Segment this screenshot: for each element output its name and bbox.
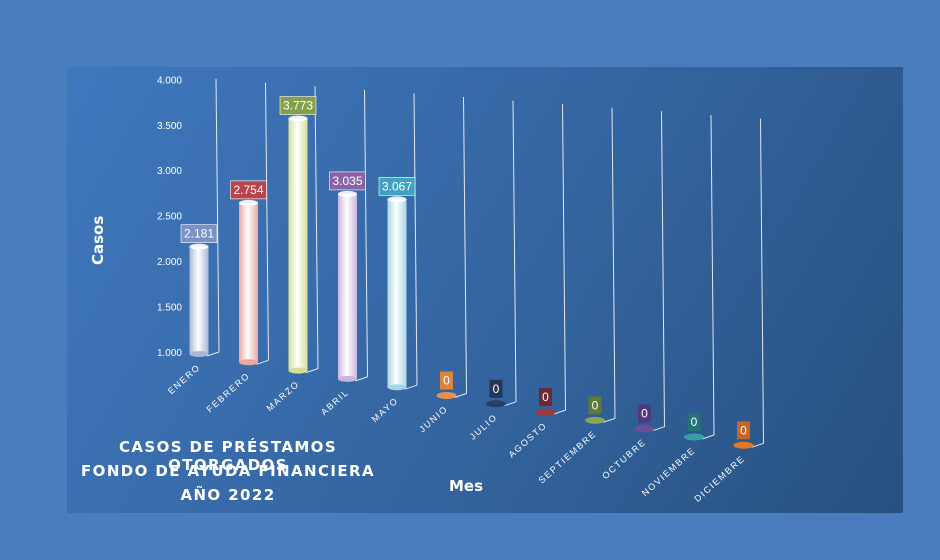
data-label: 0 <box>443 374 450 388</box>
bar-base <box>288 367 308 374</box>
data-label: 0 <box>691 415 698 429</box>
grid-line <box>611 107 616 419</box>
x-tick-label: MARZO <box>265 379 302 414</box>
grid-line <box>710 114 715 436</box>
grid-line <box>413 93 418 386</box>
y-tick-label: 3.000 <box>157 166 182 177</box>
bar-top <box>387 196 407 203</box>
data-label: 2.181 <box>184 227 214 241</box>
y-tick-label: 3.500 <box>157 121 182 132</box>
data-label-box <box>180 224 218 243</box>
data-label-box <box>230 180 267 200</box>
y-axis-label: Casos <box>89 215 107 265</box>
grid-floor-line <box>256 359 269 365</box>
data-label-box <box>489 379 503 398</box>
bar <box>733 441 754 449</box>
data-label: 3.067 <box>382 179 412 193</box>
grid-floor-line <box>751 442 764 448</box>
y-tick-label: 2.500 <box>157 212 182 223</box>
bar <box>684 433 704 441</box>
bar <box>486 400 506 408</box>
grid-floor-line <box>602 417 616 423</box>
chart-title-line-3: AÑO 2022 <box>180 486 276 504</box>
grid-line <box>562 104 566 411</box>
y-tick-label: 2.000 <box>157 257 182 268</box>
chart-frame: 1.000 1.500 2.000 2.500 3.000 3.500 4.000 2.181… <box>67 67 903 513</box>
grid-floor-line <box>305 368 319 374</box>
grid-floor-line <box>404 384 418 390</box>
x-tick-label: FEBRERO <box>204 370 251 414</box>
bar-base <box>239 359 258 366</box>
grid-floor-line <box>701 434 715 440</box>
data-label: 0 <box>740 423 747 437</box>
grid-line <box>314 86 319 369</box>
x-tick-label: MAYO <box>370 395 401 424</box>
y-tick-label: 4.000 <box>157 75 182 86</box>
data-label-box <box>588 396 602 415</box>
chart-title-line-1: CASOS DE PRÉSTAMOS OTORGADOS <box>118 438 338 474</box>
data-label-box <box>737 421 750 440</box>
data-label-box <box>279 96 317 115</box>
bar <box>634 425 655 433</box>
grid-floor-line <box>652 426 665 432</box>
grid-line <box>661 111 665 427</box>
data-label-box <box>687 413 701 431</box>
data-label: 3.773 <box>283 99 313 113</box>
grid-floor-line <box>355 376 368 382</box>
data-label: 0 <box>641 407 648 421</box>
grid-line <box>463 96 467 394</box>
bar <box>535 408 556 416</box>
x-tick-label: DICIEMBRE <box>692 453 747 504</box>
grid-line <box>364 89 368 377</box>
x-tick-label: ENERO <box>166 362 202 396</box>
grid-line <box>265 82 269 361</box>
bar <box>338 193 357 379</box>
bar <box>387 199 407 388</box>
bar <box>585 416 605 424</box>
grid-floor-line <box>553 409 566 415</box>
x-tick-label: JUNIO <box>417 404 450 435</box>
grid-line <box>215 78 220 353</box>
x-tick-label: AGOSTO <box>507 420 549 460</box>
data-label: 0 <box>592 398 599 412</box>
x-tick-label: SEPTIEMBRE <box>537 428 599 485</box>
y-tick-label: 1.000 <box>157 348 182 359</box>
x-tick-label: NOVIEMBRE <box>640 445 698 498</box>
data-label: 0 <box>493 382 500 396</box>
grid-line <box>760 118 764 444</box>
x-tick-label: OCTUBRE <box>600 437 648 481</box>
bar <box>288 118 308 371</box>
data-label-box <box>638 404 651 423</box>
bar-top <box>239 199 258 206</box>
bar <box>189 246 209 354</box>
x-tick-label: JULIO <box>468 412 500 442</box>
data-label: 2.754 <box>233 183 263 197</box>
bar-base <box>338 375 357 382</box>
grid-line <box>512 100 517 402</box>
x-tick-label: ABRIL <box>319 387 351 417</box>
chart-canvas: 1.000 1.500 2.000 2.500 3.000 3.500 4.000 2.181… <box>157 75 764 504</box>
data-label-box <box>378 177 416 196</box>
chart-title-line-2: FONDO DE AYUDA FINANCIERA <box>81 462 375 480</box>
grid-floor-line <box>454 393 467 398</box>
y-tick-label: 1.500 <box>157 303 182 314</box>
x-axis-label: Mes <box>449 477 484 495</box>
data-label-box <box>440 371 453 390</box>
grid-floor-line <box>503 401 517 407</box>
bar <box>239 202 258 363</box>
grid-floor-line <box>206 351 220 357</box>
bar-top <box>189 243 209 250</box>
bar-base <box>387 384 407 391</box>
data-label-box <box>539 388 552 407</box>
bar-top <box>288 115 308 122</box>
data-label: 3.035 <box>332 174 362 188</box>
data-label: 0 <box>542 390 549 404</box>
bar-top <box>338 190 357 197</box>
data-label-box <box>329 171 366 191</box>
bar-base <box>189 351 209 357</box>
bar <box>436 392 457 399</box>
